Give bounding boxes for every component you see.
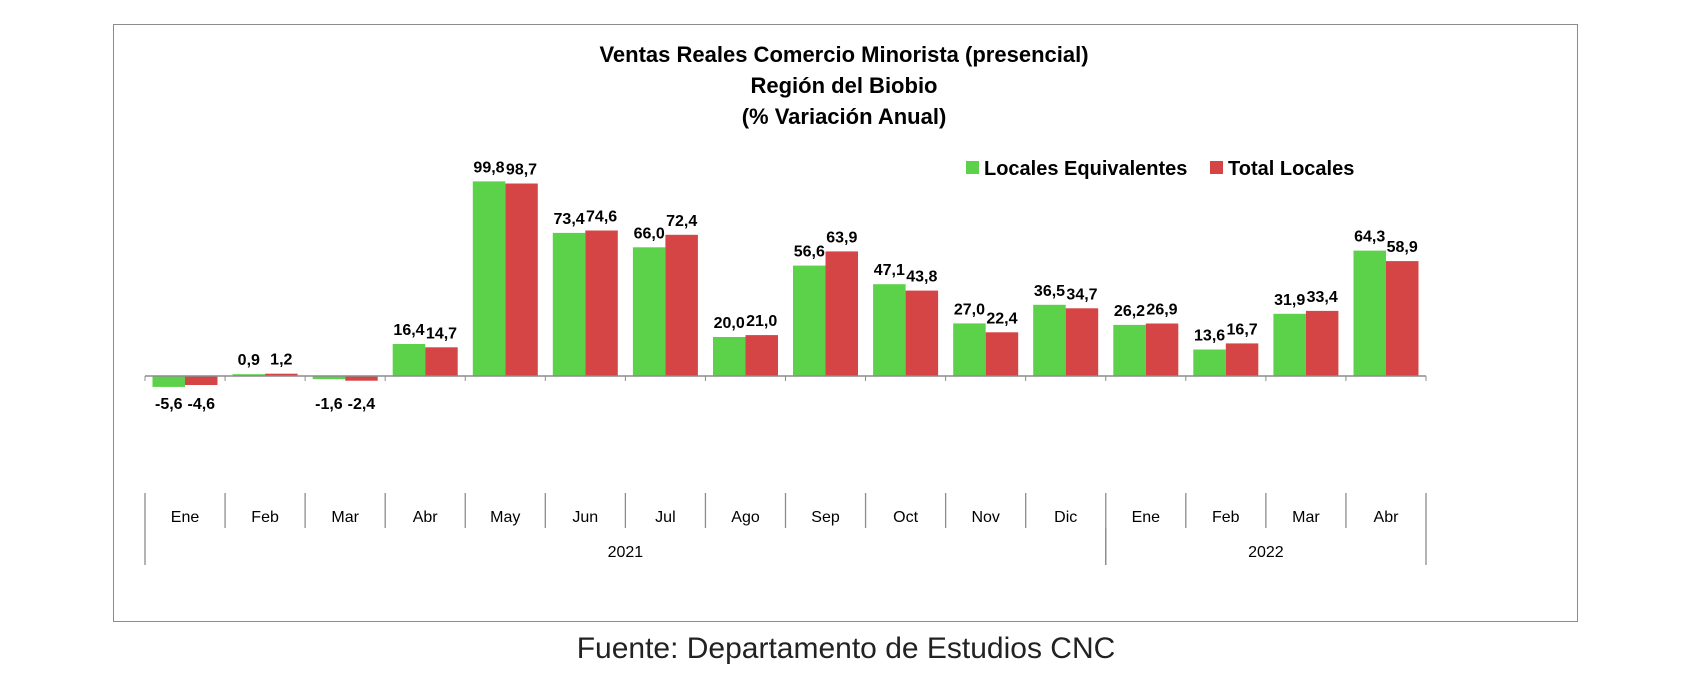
data-label-total-locales-11: 34,7 — [1066, 286, 1097, 303]
data-label-locales-equivalentes-2: -1,6 — [315, 396, 343, 413]
bar-total-locales-15 — [1386, 261, 1419, 376]
data-label-locales-equivalentes-11: 36,5 — [1034, 283, 1065, 300]
data-label-locales-equivalentes-5: 73,4 — [554, 211, 585, 228]
bar-total-locales-9 — [905, 290, 939, 376]
chart-title-line-3: (% Variación Anual) — [742, 104, 947, 129]
bar-locales-equivalentes-1 — [232, 374, 266, 376]
chart-title: Ventas Reales Comercio Minorista (presen… — [599, 42, 1088, 129]
category-label-9: Oct — [893, 509, 918, 526]
category-label-4: May — [490, 509, 520, 526]
bar-locales-equivalentes-13 — [1193, 349, 1226, 376]
source-note: Fuente: Departamento de Estudios CNC — [576, 632, 1116, 665]
category-label-12: Ene — [1132, 509, 1161, 526]
bar-total-locales-5 — [585, 230, 618, 376]
chart-title-line-2: Región del Biobio — [751, 73, 938, 98]
category-label-11: Dic — [1054, 509, 1077, 526]
bar-total-locales-10 — [985, 332, 1019, 376]
data-label-locales-equivalentes-13: 13,6 — [1194, 328, 1225, 345]
bar-locales-equivalentes-12 — [1113, 324, 1146, 376]
bar-locales-equivalentes-11 — [1033, 304, 1066, 376]
category-label-2: Mar — [331, 509, 359, 526]
data-label-locales-equivalentes-1: 0,9 — [238, 352, 260, 369]
data-label-total-locales-14: 33,4 — [1307, 289, 1338, 306]
category-label-13: Feb — [1212, 509, 1240, 526]
data-label-locales-equivalentes-6: 66,0 — [634, 225, 665, 242]
category-label-5: Jun — [572, 509, 598, 526]
bar-locales-equivalentes-10 — [953, 323, 986, 376]
category-label-10: Nov — [971, 509, 999, 526]
data-label-total-locales-1: 1,2 — [270, 352, 292, 369]
data-label-locales-equivalentes-14: 31,9 — [1274, 292, 1305, 309]
chart-svg: Ventas Reales Comercio Minorista (presen… — [144, 42, 1427, 565]
data-label-total-locales-12: 26,9 — [1146, 302, 1177, 319]
legend: Locales Equivalentes Total Locales — [966, 158, 1354, 180]
category-label-0: Ene — [171, 509, 200, 526]
category-label-1: Feb — [251, 509, 279, 526]
bar-total-locales-6 — [665, 234, 698, 376]
category-label-15: Abr — [1374, 509, 1400, 526]
bar-total-locales-7 — [745, 335, 778, 376]
data-label-locales-equivalentes-10: 27,0 — [954, 301, 985, 318]
data-label-total-locales-10: 22,4 — [986, 310, 1017, 327]
bar-total-locales-12 — [1145, 323, 1179, 376]
bar-total-locales-1 — [265, 373, 298, 376]
bar-locales-equivalentes-15 — [1353, 250, 1386, 376]
bar-total-locales-14 — [1305, 310, 1339, 376]
bar-locales-equivalentes-5 — [552, 232, 586, 376]
data-label-locales-equivalentes-15: 64,3 — [1354, 229, 1385, 246]
data-label-total-locales-2: -2,4 — [348, 396, 376, 413]
bar-locales-equivalentes-0 — [152, 376, 185, 387]
bar-total-locales-4 — [505, 183, 538, 376]
bar-locales-equivalentes-14 — [1273, 313, 1306, 376]
category-label-7: Ago — [731, 509, 760, 526]
group-label-2022: 2022 — [1248, 544, 1284, 561]
bar-total-locales-0 — [185, 376, 218, 385]
data-label-total-locales-5: 74,6 — [586, 209, 617, 226]
data-label-locales-equivalentes-7: 20,0 — [714, 315, 745, 332]
data-label-total-locales-0: -4,6 — [188, 396, 216, 413]
bar-locales-equivalentes-3 — [392, 344, 426, 376]
bar-total-locales-2 — [345, 376, 378, 381]
data-label-locales-equivalentes-4: 99,8 — [473, 159, 504, 176]
data-label-locales-equivalentes-9: 47,1 — [874, 262, 905, 279]
bar-total-locales-11 — [1065, 308, 1099, 376]
category-label-3: Abr — [413, 509, 439, 526]
bar-locales-equivalentes-4 — [472, 181, 506, 376]
legend-swatch-total-locales — [1210, 161, 1223, 174]
data-label-total-locales-3: 14,7 — [426, 325, 457, 342]
bar-locales-equivalentes-9 — [873, 284, 906, 376]
bar-total-locales-3 — [425, 347, 458, 376]
chart-frame: Ventas Reales Comercio Minorista (presen… — [113, 24, 1578, 622]
category-label-14: Mar — [1292, 509, 1320, 526]
data-label-total-locales-13: 16,7 — [1227, 321, 1258, 338]
data-label-total-locales-9: 43,8 — [906, 269, 937, 286]
category-label-6: Jul — [655, 509, 675, 526]
bar-total-locales-8 — [825, 251, 858, 376]
chart-title-line-1: Ventas Reales Comercio Minorista (presen… — [599, 42, 1088, 67]
bar-locales-equivalentes-7 — [713, 337, 746, 376]
category-label-8: Sep — [811, 509, 840, 526]
plot-area: -5,6 0,9 -1,6 16,4 99,8 73,4 66,0 20,0 56,6 47,1 2… — [144, 159, 1427, 565]
bar-locales-equivalentes-8 — [793, 265, 826, 376]
legend-label-locales-equivalentes: Locales Equivalentes — [984, 158, 1187, 180]
data-label-total-locales-15: 58,9 — [1387, 239, 1418, 256]
data-label-total-locales-4: 98,7 — [506, 162, 537, 179]
data-label-total-locales-6: 72,4 — [666, 213, 697, 230]
data-label-total-locales-8: 63,9 — [826, 229, 857, 246]
bar-total-locales-13 — [1225, 343, 1259, 376]
data-label-locales-equivalentes-8: 56,6 — [794, 244, 825, 261]
data-label-total-locales-7: 21,0 — [746, 313, 777, 330]
data-label-locales-equivalentes-3: 16,4 — [393, 322, 424, 339]
bar-locales-equivalentes-2 — [312, 376, 346, 380]
legend-label-total-locales: Total Locales — [1228, 158, 1354, 180]
bar-locales-equivalentes-6 — [632, 247, 666, 376]
group-label-2021: 2021 — [608, 544, 644, 561]
data-label-locales-equivalentes-12: 26,2 — [1114, 303, 1145, 320]
data-label-locales-equivalentes-0: -5,6 — [155, 396, 183, 413]
legend-swatch-locales-equivalentes — [966, 161, 979, 174]
